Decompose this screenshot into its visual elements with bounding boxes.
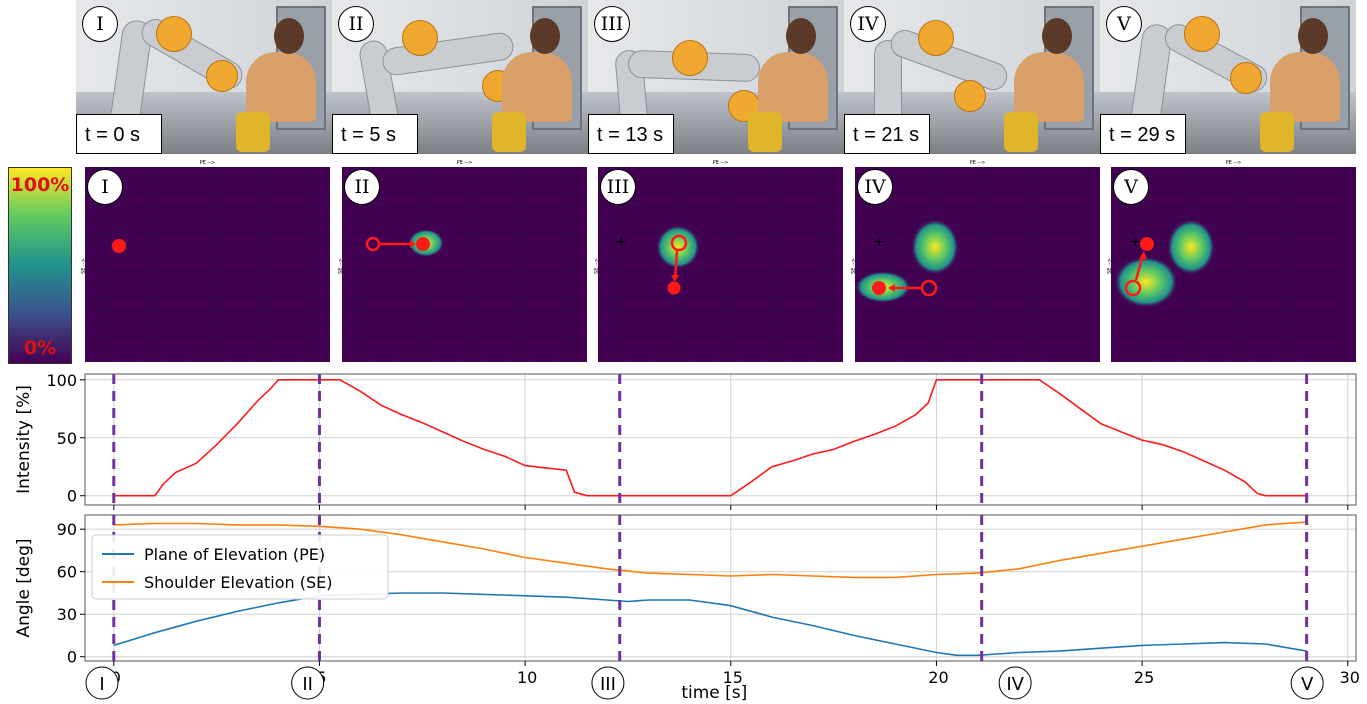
colorbar: 100% 0% [8, 167, 72, 364]
stage-numeral-label: I [99, 674, 104, 695]
photo-stage-5: t = 29 s V [1100, 0, 1356, 154]
x-tick-label: 30 [1340, 668, 1360, 687]
heatmap-hotspot [911, 219, 959, 275]
time-label: t = 5 s [332, 114, 418, 154]
start-cross-marker: + [615, 234, 627, 250]
time-label: t = 29 s [1100, 114, 1186, 154]
heatmap-x-axis-label: PE --> [199, 160, 216, 166]
stage-numeral-label: IV [1006, 674, 1024, 695]
legend-label: Plane of Elevation (PE) [144, 545, 325, 564]
current-pose-marker [416, 237, 430, 251]
plot-frame [84, 514, 1357, 662]
colorbar-max-label: 100% [10, 174, 70, 196]
photo-stage-3: t = 13 s III [588, 0, 844, 154]
series-line-2 [113, 521, 1307, 579]
previous-pose-marker [365, 236, 381, 252]
heatmap-stage-5: PE --> SE --> + V [1107, 160, 1356, 362]
stage-numeral: III [600, 169, 636, 205]
y-tick-label: 50 [57, 429, 77, 448]
heatmap-x-axis-label: PE --> [969, 160, 986, 166]
time-label: t = 0 s [76, 114, 162, 154]
heatmap-x-axis-label: PE --> [456, 160, 473, 166]
x-tick-label: 25 [1134, 668, 1154, 687]
y-tick-label: 100 [46, 371, 77, 390]
stage-numeral: V [1113, 169, 1149, 205]
previous-pose-marker [1124, 279, 1142, 297]
heatmap-hotspot [1167, 219, 1215, 275]
stage-numeral-circle [998, 666, 1032, 700]
legend-box [91, 534, 389, 600]
pose-arrow [1134, 254, 1145, 281]
y-tick-label: 0 [67, 648, 77, 667]
current-pose-marker [112, 239, 126, 253]
y-tick-label: 30 [57, 605, 77, 624]
stage-numeral-label: II [302, 674, 313, 695]
time-label: t = 21 s [844, 114, 930, 154]
colorbar-min-label: 0% [23, 337, 57, 359]
x-tick-label: 10 [517, 668, 537, 687]
stage-numeral: II [344, 169, 380, 205]
y-tick-label: 0 [67, 487, 77, 506]
photo-stage-2: t = 5 s II [332, 0, 588, 154]
pose-arrow [673, 250, 679, 280]
stage-numeral: I [82, 6, 118, 42]
stage-numeral: II [338, 6, 374, 42]
heatmap-hotspot [656, 225, 700, 269]
heatmap-stage-4: PE --> SE --> + IV [851, 160, 1100, 362]
stage-numeral: V [1106, 6, 1142, 42]
x-tick-label: 20 [928, 668, 948, 687]
stage-numeral-label: V [1301, 674, 1314, 695]
y-tick-label: 90 [57, 520, 77, 539]
heatmap-stage-3: PE --> SE --> + III [594, 160, 843, 362]
plot-frame [84, 373, 1357, 506]
x-tick-label: 15 [723, 668, 743, 687]
legend-label: Shoulder Elevation (SE) [144, 573, 333, 592]
photo-stage-4: t = 21 s IV [844, 0, 1100, 154]
stage-numeral: IV [857, 169, 893, 205]
stage-numeral: IV [850, 6, 886, 42]
heatmap-stage-1: PE --> SE --> I [81, 160, 330, 362]
current-pose-marker [872, 281, 886, 295]
y-axis-label: Intensity [%] [14, 385, 34, 494]
y-axis-label: Angle [deg] [14, 538, 34, 637]
stage-numeral-label: III [600, 674, 616, 695]
stage-numeral-circle [591, 666, 625, 700]
current-pose-marker [1140, 237, 1154, 251]
x-axis-label: time [s] [681, 683, 747, 703]
previous-pose-marker [920, 279, 938, 297]
series-line-1 [113, 378, 1307, 497]
stage-numeral-circle [85, 666, 119, 700]
time-label: t = 13 s [588, 114, 674, 154]
stage-numeral: I [87, 169, 123, 205]
y-tick-label: 60 [57, 563, 77, 582]
current-pose-marker [667, 281, 681, 295]
stage-numeral: III [594, 6, 630, 42]
previous-pose-marker [670, 234, 688, 252]
heatmap-stage-2: PE --> SE --> II [338, 160, 587, 362]
stage-numeral-circle [1290, 666, 1324, 700]
heatmap-x-axis-label: PE --> [1225, 160, 1242, 166]
photo-stage-1: t = 0 s I [76, 0, 332, 154]
heatmap-x-axis-label: PE --> [712, 160, 729, 166]
stage-numeral-circle [291, 666, 325, 700]
start-cross-marker: + [873, 234, 885, 250]
start-cross-marker: + [1129, 234, 1141, 250]
series-line-1 [113, 592, 1307, 657]
